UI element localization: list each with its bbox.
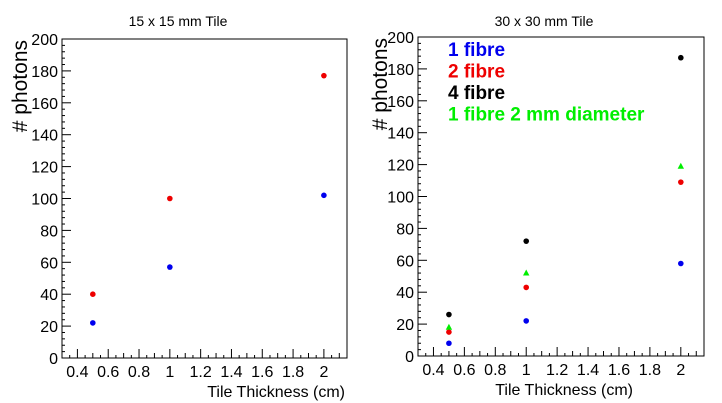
right-data-points (445, 54, 685, 347)
left-plot-frame (61, 38, 348, 359)
right-series-0-point (446, 340, 452, 347)
right-series-1-point (523, 284, 530, 291)
right-x-tick-label: 0.4 (422, 362, 444, 379)
left-y-tick-label: 160 (31, 96, 58, 113)
left-x-tick-label: 0.8 (128, 364, 150, 381)
legend-entry-3: 1 fibre 2 mm diameter (448, 105, 645, 126)
right-y-tick-label: 20 (396, 317, 414, 334)
left-x-axis-title: Tile Thickness (cm) (207, 384, 345, 401)
left-y-axis-title: # photons (9, 40, 32, 132)
legend-entry-0: 1 fibre (448, 40, 505, 61)
left-data-points (90, 72, 327, 326)
legend-entry-2: 4 fibre (448, 83, 505, 104)
left-x-tick-label: 2 (319, 364, 328, 381)
left-series-1-point (167, 195, 173, 202)
left-y-tick-label: 200 (31, 32, 58, 49)
left-series-0-point (90, 320, 96, 326)
right-x-tick-label: 1 (522, 362, 531, 379)
right-y-tick-label: 60 (396, 253, 414, 270)
left-series-1-point (321, 72, 327, 79)
right-series-0-point (678, 260, 684, 267)
left-y-tick-label: 120 (31, 160, 58, 177)
right-series-3-point (677, 162, 685, 169)
left-x-tick-label: 1.6 (251, 364, 273, 381)
left-chart-title: 15 x 15 mm Tile (129, 13, 228, 29)
left-y-tick-label: 180 (31, 64, 58, 81)
right-series-1-point (446, 329, 452, 335)
left-y-tick-label: 140 (31, 128, 58, 145)
left-x-tick-label: 1.8 (282, 364, 304, 381)
right-x-tick-label: 1.8 (639, 362, 661, 379)
right-chart: 30 x 30 mm Tile 0.4 0.6 0.8 1 1.2 1.4 1.6 1.8 2 … (369, 13, 705, 399)
left-x-tick-label: 1.2 (190, 364, 212, 381)
right-series-0-point (523, 318, 530, 324)
right-x-tick-label: 1.2 (546, 362, 568, 379)
right-x-tick-label: 0.6 (453, 362, 475, 379)
left-series-0-point (321, 192, 327, 199)
right-y-tick-label: 100 (387, 190, 414, 207)
left-x-tick-label: 1 (165, 364, 174, 381)
left-y-tick-label: 60 (40, 255, 58, 272)
right-x-tick-label: 2 (676, 362, 685, 379)
legend-entry-1: 2 fibre (448, 62, 505, 83)
left-y-ticks: 0 20 40 60 80 100 120 140 160 180 200 (31, 32, 71, 368)
left-y-tick-label: 80 (40, 223, 58, 240)
right-x-tick-label: 0.8 (484, 362, 506, 379)
right-y-tick-label: 120 (387, 158, 414, 175)
left-x-tick-label: 0.6 (97, 364, 119, 381)
left-y-tick-label: 100 (31, 192, 58, 209)
left-y-tick-label: 0 (49, 351, 58, 368)
right-y-tick-label: 0 (405, 349, 414, 366)
left-y-tick-label: 40 (40, 287, 58, 304)
right-y-tick-label: 180 (387, 62, 414, 79)
right-x-axis-title: Tile Thickness (cm) (495, 382, 633, 399)
left-series-1-point (90, 291, 96, 298)
left-x-tick-label: 0.4 (66, 364, 88, 381)
right-y-ticks: 0 20 40 60 80 100 120 140 160 180 200 (387, 30, 427, 366)
right-series-2-point (523, 238, 530, 244)
right-x-tick-label: 1.6 (608, 362, 630, 379)
right-y-axis-title: # photons (369, 38, 392, 130)
right-x-tick-label: 1.4 (577, 362, 599, 379)
right-x-ticks: 0.4 0.6 0.8 1 1.2 1.4 1.6 1.8 2 (417, 347, 705, 379)
left-x-ticks: 0.4 0.6 0.8 1 1.2 1.4 1.6 1.8 2 (61, 349, 348, 381)
right-series-3-point (523, 269, 530, 276)
right-y-tick-label: 160 (387, 94, 414, 111)
left-x-tick-label: 1.4 (220, 364, 242, 381)
right-series-1-point (678, 179, 684, 185)
right-y-tick-label: 200 (387, 30, 414, 47)
right-chart-title: 30 x 30 mm Tile (495, 13, 594, 29)
right-y-tick-label: 80 (396, 221, 414, 238)
left-chart: 15 x 15 mm Tile 0.4 0.6 0.8 1 1.2 1.4 1.6 1.8 2 … (9, 13, 348, 401)
right-series-3-point (445, 323, 453, 330)
right-y-tick-label: 140 (387, 126, 414, 143)
left-series-0-point (167, 264, 173, 270)
right-series-2-point (678, 54, 684, 61)
left-y-tick-label: 20 (40, 319, 58, 336)
right-y-tick-label: 40 (396, 285, 414, 302)
right-series-2-point (446, 311, 452, 318)
